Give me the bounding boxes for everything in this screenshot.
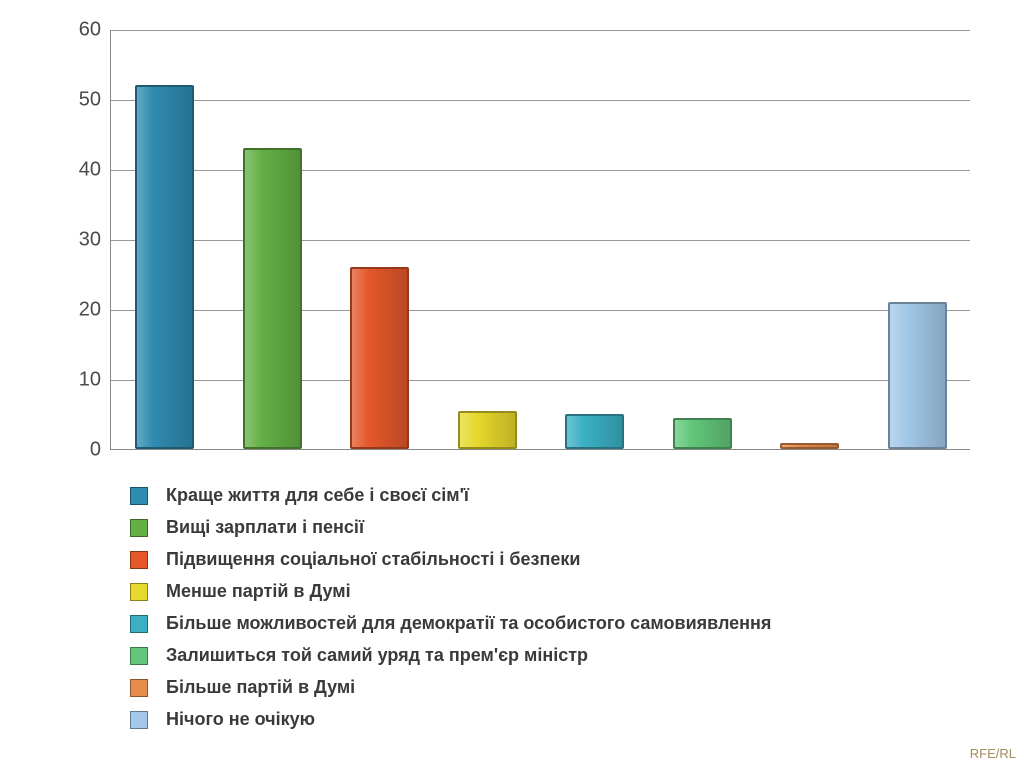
legend-swatch: [130, 615, 148, 633]
legend-item: Більше можливостей для демократії та осо…: [130, 613, 980, 634]
legend-item: Нічого не очікую: [130, 709, 980, 730]
bar: [780, 443, 839, 449]
bar-shade: [675, 420, 730, 448]
bar-shade: [782, 445, 837, 447]
bar: [350, 267, 409, 449]
legend-swatch: [130, 487, 148, 505]
y-tick-label: 30: [61, 229, 111, 252]
legend-label: Нічого не очікую: [166, 709, 315, 730]
bar-shade: [137, 87, 192, 447]
legend-label: Краще життя для себе і своєї сім'ї: [166, 485, 469, 506]
y-tick-label: 0: [61, 439, 111, 462]
y-tick-label: 40: [61, 159, 111, 182]
bar-shade: [567, 416, 622, 447]
chart-area: 0102030405060: [70, 20, 970, 460]
legend-swatch: [130, 519, 148, 537]
legend-item: Залишиться той самий уряд та прем'єр мін…: [130, 645, 980, 666]
gridline: [111, 240, 970, 241]
bar: [458, 411, 517, 450]
bar: [135, 85, 194, 449]
bar: [565, 414, 624, 449]
legend-swatch: [130, 679, 148, 697]
legend-item: Менше партій в Думі: [130, 581, 980, 602]
y-tick-label: 60: [61, 19, 111, 42]
legend: Краще життя для себе і своєї сім'ї Вищі з…: [130, 485, 980, 741]
legend-swatch: [130, 551, 148, 569]
legend-label: Підвищення соціальної стабільності і без…: [166, 549, 580, 570]
bar: [243, 148, 302, 449]
gridline: [111, 310, 970, 311]
gridline: [111, 30, 970, 31]
legend-label: Більше можливостей для демократії та осо…: [166, 613, 771, 634]
footer-credit: RFE/RL: [970, 746, 1016, 761]
bar-shade: [352, 269, 407, 447]
legend-swatch: [130, 647, 148, 665]
gridline: [111, 100, 970, 101]
gridline: [111, 170, 970, 171]
y-tick-label: 20: [61, 299, 111, 322]
y-tick-label: 10: [61, 369, 111, 392]
legend-swatch: [130, 583, 148, 601]
legend-label: Більше партій в Думі: [166, 677, 355, 698]
legend-swatch: [130, 711, 148, 729]
legend-item: Більше партій в Думі: [130, 677, 980, 698]
legend-item: Вищі зарплати і пенсії: [130, 517, 980, 538]
y-tick-label: 50: [61, 89, 111, 112]
plot-region: 0102030405060: [110, 30, 970, 450]
legend-label: Менше партій в Думі: [166, 581, 351, 602]
bar: [673, 418, 732, 450]
bar-shade: [245, 150, 300, 447]
bar-shade: [460, 413, 515, 448]
bar: [888, 302, 947, 449]
legend-label: Залишиться той самий уряд та прем'єр мін…: [166, 645, 588, 666]
legend-label: Вищі зарплати і пенсії: [166, 517, 364, 538]
legend-item: Краще життя для себе і своєї сім'ї: [130, 485, 980, 506]
legend-item: Підвищення соціальної стабільності і без…: [130, 549, 980, 570]
chart-container: 0102030405060 Краще життя для себе і сво…: [0, 0, 1024, 767]
gridline: [111, 380, 970, 381]
bar-shade: [890, 304, 945, 447]
